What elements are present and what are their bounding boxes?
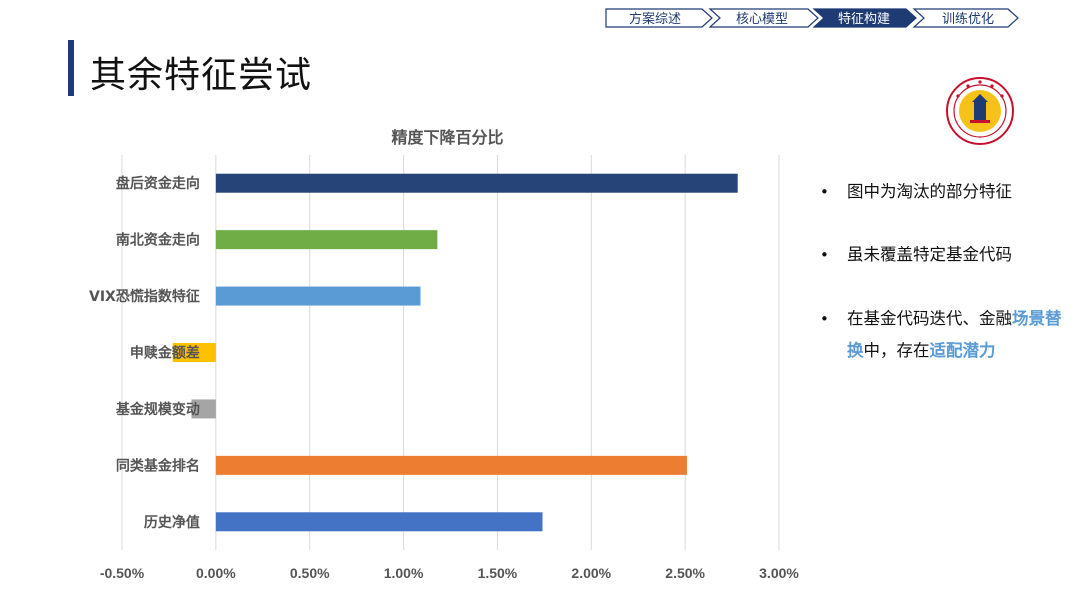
chart-title: 精度下降百分比 [391,128,504,147]
nav-item-feature-construction[interactable]: 特征构建 [812,8,917,28]
category-label: 南北资金走向 [116,232,200,249]
x-tick-label: 1.00% [384,565,424,581]
x-tick-label: 0.50% [290,565,330,581]
nav-label-feature-construction: 特征构建 [838,11,890,26]
bullet-dot-icon: • [820,183,829,201]
category-label: 申赎金额差 [130,345,200,362]
category-label: 基金规模变动 [116,401,200,418]
bar [215,512,543,532]
bullet-dot-icon: • [820,310,829,328]
note-highlight: 适配潜力 [929,341,996,360]
bar [215,173,738,193]
category-label: 同类基金排名 [116,457,200,474]
x-tick-label: 2.00% [571,565,611,581]
note-text: 图中为淘汰的部分特征 [847,182,1012,201]
bar [215,455,688,475]
nav-label-overview: 方案综述 [629,11,681,26]
nav-item-core-model[interactable]: 核心模型 [708,8,819,28]
title-accent-bar [68,40,74,96]
note-item: • 在基金代码迭代、金融场景替换中，存在适配潜力 [820,303,1077,367]
note-text: 中，存在 [863,341,930,360]
page-title: 其余特征尝试 [90,55,313,96]
note-item: • 虽未覆盖特定基金代码 [820,239,1012,271]
x-tick-label: 1.50% [478,565,518,581]
bar [215,230,438,250]
category-label: 盘后资金走向 [116,175,200,192]
bar [191,399,216,419]
note-text: 在基金代码迭代、金融 [847,309,1012,328]
category-label: VIX恐慌指数特征 [89,288,200,305]
nav-label-core-model: 核心模型 [736,11,788,26]
x-tick-label: -0.50% [100,565,145,581]
university-seal-logo [946,77,1014,145]
x-tick-label: 2.50% [665,565,705,581]
note-item: • 图中为淘汰的部分特征 [820,176,1012,208]
nav-item-overview[interactable]: 方案综述 [605,8,713,28]
nav-label-training-optimization: 训练优化 [942,11,994,26]
x-tick-label: 0.00% [196,565,236,581]
bullet-dot-icon: • [820,246,829,264]
nav-item-training-optimization[interactable]: 训练优化 [912,8,1019,28]
bar [215,286,421,306]
x-tick-label: 3.00% [759,565,799,581]
bar [172,343,216,362]
category-label: 历史净值 [144,514,200,531]
note-text: 虽未覆盖特定基金代码 [847,245,1012,264]
section-nav: 方案综述 核心模型 特征构建 训练优化 [605,8,1019,28]
note-highlight: 场景替换 [847,309,1062,360]
